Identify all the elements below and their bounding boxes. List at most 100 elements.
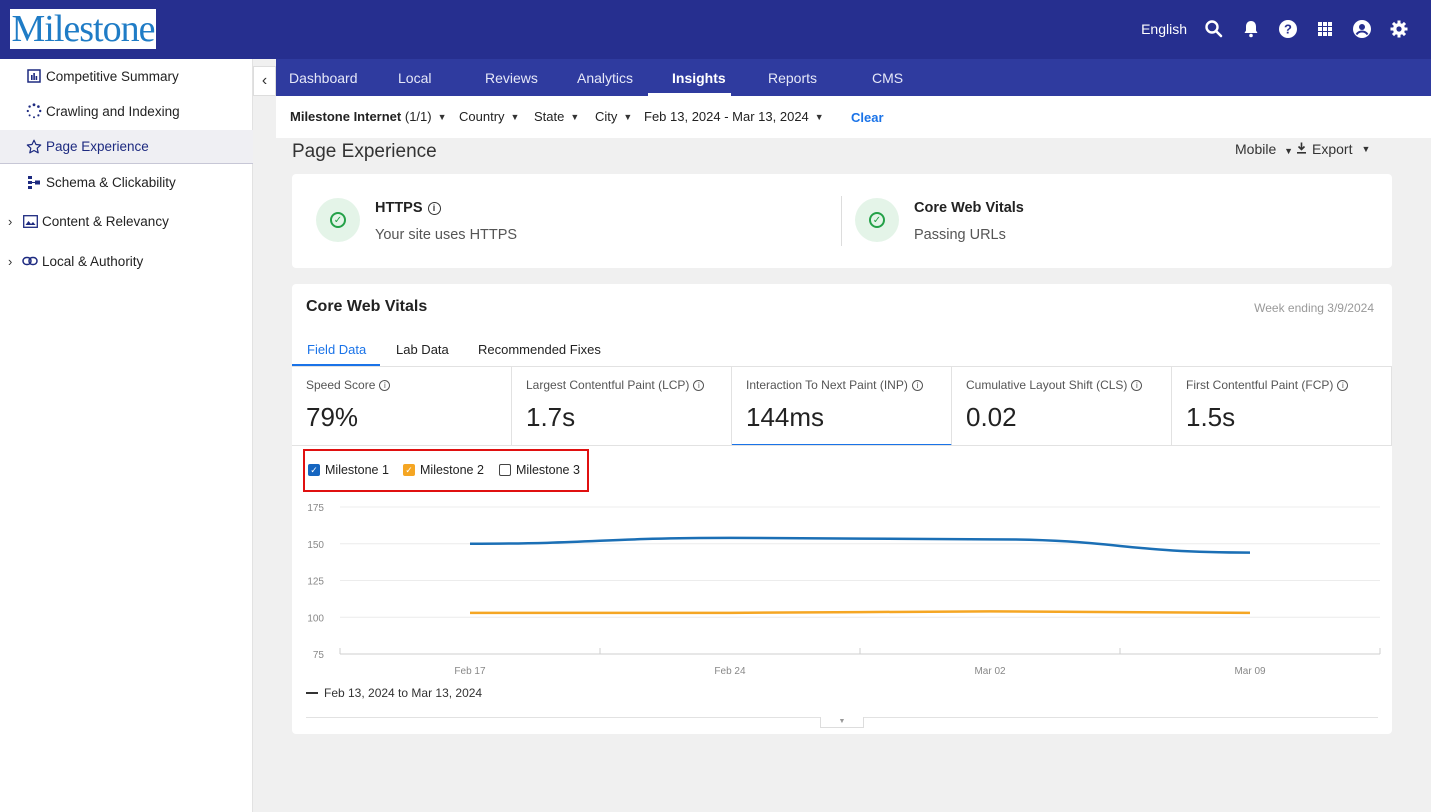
info-icon[interactable]: i [1337, 379, 1349, 391]
city-label: City [595, 109, 618, 124]
apps-grid-icon[interactable] [1315, 19, 1335, 39]
tab-field-data[interactable]: Field Data [307, 342, 367, 357]
help-icon[interactable]: ? [1278, 19, 1298, 39]
legend-milestone-1[interactable]: ✓ Milestone 1 [308, 463, 389, 477]
legend-milestone-3[interactable]: Milestone 3 [499, 463, 580, 477]
info-icon[interactable]: i [427, 201, 441, 215]
cwv-card-title: Core Web Vitals [306, 298, 428, 315]
cwv-status-subtitle: Passing URLs [914, 227, 1006, 243]
y-tick-label: 175 [307, 503, 324, 514]
metric-label-text: First Contentful Paint (FCP) [1186, 378, 1334, 392]
tab-local[interactable]: Local [398, 69, 432, 86]
metric-label-text: Speed Score [306, 378, 376, 392]
sidebar-item-crawling-indexing[interactable]: Crawling and Indexing [0, 94, 253, 128]
tab-dashboard[interactable]: Dashboard [289, 69, 358, 86]
metric-fcp[interactable]: First Contentful Paint (FCP) i 1.5s [1172, 367, 1392, 446]
checkbox-unchecked-icon[interactable] [499, 464, 511, 476]
chevron-left-icon: ‹ [261, 72, 268, 89]
caret-down-icon: ▼ [623, 111, 633, 122]
y-tick-label: 100 [307, 613, 324, 624]
divider [841, 196, 842, 246]
filter-bar: Milestone Internet (1/1) ▼ Country ▼ State… [276, 96, 1431, 138]
core-web-vitals-card: Core Web Vitals Week ending 3/9/2024 Fie… [292, 284, 1392, 734]
top-bar: Milestone English ? [0, 0, 1431, 59]
metric-label-text: Interaction To Next Paint (INP) [746, 378, 908, 392]
state-label: State [534, 109, 565, 124]
device-label: Mobile [1235, 141, 1277, 157]
https-subtitle: Your site uses HTTPS [375, 227, 518, 243]
sidebar-item-page-experience[interactable]: Page Experience [0, 130, 253, 164]
legend-milestone-2[interactable]: ✓ Milestone 2 [403, 463, 484, 477]
export-label: Export [1312, 141, 1353, 157]
inp-line-chart: 175 150 125 100 75 Feb 17 Feb 24 Mar 02 Mar 09 [307, 503, 1381, 677]
metric-value: 144ms [746, 402, 825, 432]
tab-cms[interactable]: CMS [872, 69, 904, 86]
metric-value: 79% [306, 402, 359, 432]
tabs-divider [292, 366, 1392, 367]
series-line [469, 536, 1251, 554]
language-selector[interactable]: English [1141, 21, 1187, 37]
info-icon[interactable]: i [1131, 379, 1143, 391]
info-icon[interactable]: i [693, 379, 705, 391]
metric-speed-score[interactable]: Speed Score i 79% [292, 367, 512, 446]
check-circle-icon: ✓ [855, 198, 899, 242]
metric-lcp[interactable]: Largest Contentful Paint (LCP) i 1.7s [512, 367, 732, 446]
week-ending-label: Week ending 3/9/2024 [1254, 301, 1374, 315]
info-icon[interactable]: i [379, 379, 391, 391]
series-line [469, 610, 1251, 615]
tab-recommended-fixes[interactable]: Recommended Fixes [478, 342, 601, 357]
metric-inp[interactable]: Interaction To Next Paint (INP) i 144ms [732, 367, 952, 446]
country-label: Country [459, 109, 505, 124]
bell-icon[interactable] [1241, 19, 1261, 39]
metric-cls[interactable]: Cumulative Layout Shift (CLS) i 0.02 [952, 367, 1172, 446]
spinner-icon [26, 103, 42, 119]
date-range-filter[interactable]: Feb 13, 2024 - Mar 13, 2024 ▼ [644, 109, 824, 124]
state-filter[interactable]: State ▼ [534, 109, 579, 124]
download-icon [1296, 141, 1307, 157]
x-tick-label: Feb 17 [454, 666, 486, 677]
sidebar-item-content-relevancy[interactable]: › Content & Relevancy [0, 204, 253, 238]
caret-down-icon: ▼ [1361, 144, 1371, 154]
export-dropdown[interactable]: Export ▼ [1296, 141, 1370, 157]
check-circle-icon: ✓ [316, 198, 360, 242]
y-tick-label: 150 [307, 540, 324, 551]
tab-reviews[interactable]: Reviews [485, 69, 538, 86]
device-dropdown[interactable]: Mobile ▼ [1235, 141, 1293, 157]
account-filter[interactable]: Milestone Internet (1/1) ▼ [290, 109, 447, 124]
caret-down-icon: ▼ [437, 111, 447, 122]
date-range-text: Feb 13, 2024 to Mar 13, 2024 [324, 686, 483, 700]
chevron-right-icon: › [8, 253, 13, 269]
account-icon[interactable] [1352, 19, 1372, 39]
logo-text: Milestone [11, 8, 156, 50]
sidebar-collapse-button[interactable]: ‹ [253, 66, 276, 96]
https-title: HTTPS i [375, 200, 441, 216]
tab-reports[interactable]: Reports [768, 69, 818, 86]
sidebar-item-schema-clickability[interactable]: Schema & Clickability [0, 165, 253, 199]
info-icon[interactable]: i [911, 379, 923, 391]
clear-filters-link[interactable]: Clear [851, 110, 884, 125]
checkbox-checked-icon[interactable]: ✓ [308, 464, 320, 476]
metric-label: Cumulative Layout Shift (CLS) i [966, 378, 1143, 392]
expand-chevron-button[interactable]: ▼ [820, 717, 864, 728]
city-filter[interactable]: City ▼ [595, 109, 632, 124]
sidebar-item-competitive-summary[interactable]: Competitive Summary [0, 59, 253, 93]
tab-lab-data[interactable]: Lab Data [396, 342, 449, 357]
sidebar: Competitive Summary Crawling and Indexin… [0, 59, 253, 812]
checkbox-checked-icon[interactable]: ✓ [403, 464, 415, 476]
sidebar-item-label: Content & Relevancy [42, 213, 169, 229]
top-right-actions: English ? [1141, 14, 1409, 44]
country-filter[interactable]: Country ▼ [459, 109, 519, 124]
metric-label: Largest Contentful Paint (LCP) i [526, 378, 705, 392]
tab-analytics[interactable]: Analytics [577, 69, 634, 86]
milestone-logo[interactable]: Milestone [10, 9, 156, 49]
y-tick-label: 75 [313, 650, 325, 661]
sidebar-item-local-authority[interactable]: › Local & Authority [0, 244, 253, 278]
sidebar-item-label: Crawling and Indexing [46, 103, 180, 119]
tab-insights[interactable]: Insights [672, 69, 726, 86]
x-tick-label: Mar 02 [974, 666, 1006, 677]
caret-down-icon: ▼ [814, 111, 824, 122]
search-icon[interactable] [1204, 19, 1224, 39]
active-tab-underline [292, 364, 380, 366]
settings-gear-icon[interactable] [1389, 19, 1409, 39]
main-nav: Dashboard Local Reviews Analytics Insigh… [276, 59, 1431, 96]
